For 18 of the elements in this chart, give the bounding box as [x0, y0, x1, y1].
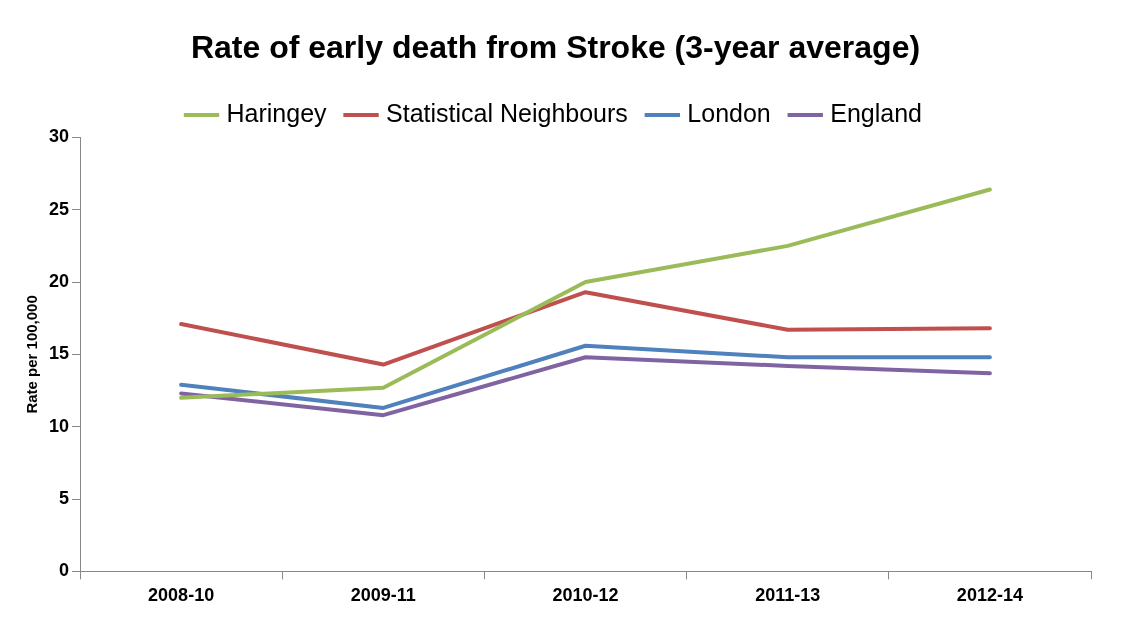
x-tick-label: 2011-13 [755, 585, 821, 606]
chart-title: Rate of early death from Stroke (3-year average) [190, 29, 921, 66]
x-tick-label: 2008-10 [148, 585, 215, 606]
legend-label: England [830, 98, 922, 127]
y-tick-label: 0 [59, 560, 70, 581]
y-tick-label: 20 [48, 271, 70, 292]
legend-label: Statistical Neighbours [386, 98, 628, 127]
y-tick-label: 30 [48, 126, 70, 147]
y-tick-label: 25 [48, 198, 70, 219]
legend-label: Haringey [226, 98, 328, 127]
y-tick-label: 15 [48, 343, 70, 364]
x-tick-label: 2012-14 [956, 585, 1023, 606]
legend-label: London [687, 98, 771, 127]
y-axis-title: Rate per 100,000 [23, 295, 41, 414]
x-tick-label: 2010-12 [552, 585, 619, 606]
x-tick-label: 2009-11 [350, 585, 416, 606]
y-tick-label: 10 [48, 415, 70, 436]
y-tick-label: 5 [59, 488, 70, 509]
